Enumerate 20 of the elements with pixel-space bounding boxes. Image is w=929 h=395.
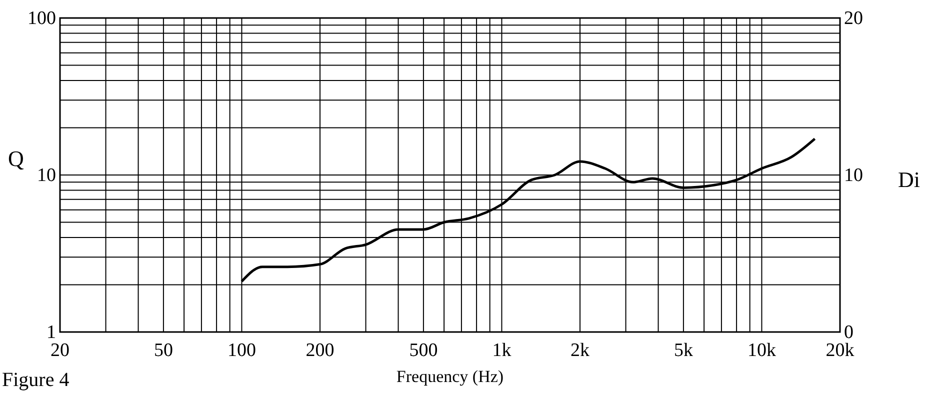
y-tick-label: 1 bbox=[46, 322, 56, 343]
y-tick-label: 100 bbox=[28, 8, 56, 29]
x-tick-label: 1k bbox=[492, 340, 512, 361]
x-tick-label: 20 bbox=[50, 340, 70, 361]
y2-tick-label: 20 bbox=[844, 8, 863, 29]
x-axis-title: Frequency (Hz) bbox=[396, 367, 504, 386]
x-tick-label: 200 bbox=[306, 340, 334, 361]
y2-axis-title: Di bbox=[898, 167, 920, 192]
x-tick-label: 20k bbox=[826, 340, 855, 361]
caption: Figure 4 bbox=[2, 369, 70, 391]
x-tick-label: 10k bbox=[747, 340, 776, 361]
y-tick-label: 10 bbox=[37, 165, 56, 186]
x-tick-label: 100 bbox=[227, 340, 256, 361]
y2-tick-label: 0 bbox=[844, 322, 854, 343]
y-axis-title: Q bbox=[8, 146, 24, 171]
y2-tick-label: 10 bbox=[844, 165, 863, 186]
x-tick-label: 50 bbox=[154, 340, 173, 361]
x-tick-label: 2k bbox=[570, 340, 590, 361]
x-tick-label: 500 bbox=[409, 340, 438, 361]
x-tick-label: 5k bbox=[674, 340, 694, 361]
